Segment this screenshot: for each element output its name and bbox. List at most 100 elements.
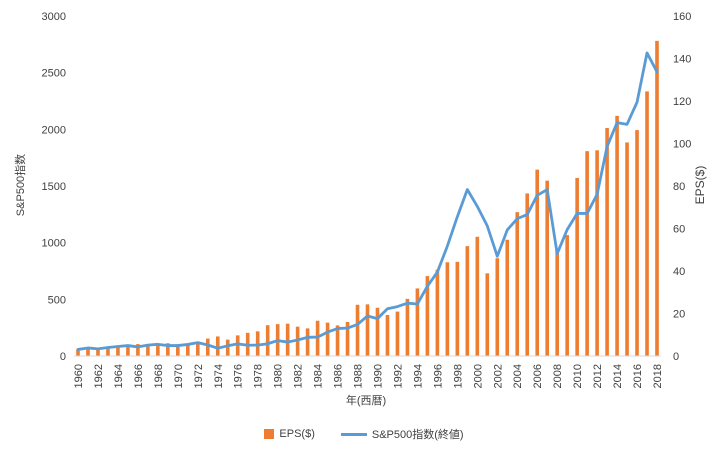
eps-bar (176, 344, 180, 356)
eps-bar (585, 151, 589, 356)
right-tick-label: 80 (673, 181, 685, 193)
x-tick-label: 1976 (233, 364, 245, 388)
eps-bar (335, 325, 340, 356)
legend-label-sp500: S&P500指数(終値) (371, 429, 464, 441)
eps-bar (445, 262, 450, 356)
eps-bar (265, 325, 270, 356)
eps-bar (425, 276, 430, 356)
x-tick-label: 1984 (313, 364, 325, 388)
eps-bar (365, 304, 370, 356)
eps-bar (355, 304, 360, 356)
x-tick-label: 2006 (532, 364, 544, 388)
x-tick-label: 1982 (293, 364, 305, 388)
eps-bar (395, 311, 400, 356)
eps-bar (385, 314, 390, 356)
eps-bar (495, 258, 500, 356)
eps-bar (455, 261, 460, 356)
x-axis-label: 年(西暦) (346, 393, 386, 407)
eps-bar (625, 142, 629, 356)
eps-bar (545, 180, 549, 356)
eps-bar (415, 288, 420, 356)
x-tick-label: 2016 (632, 364, 644, 388)
eps-bar (225, 339, 230, 356)
x-tick-label: 2004 (512, 364, 524, 388)
left-tick-label: 0 (60, 351, 66, 363)
eps-bar (405, 298, 410, 356)
eps-bar (86, 348, 90, 356)
eps-bar (285, 323, 290, 356)
x-tick-label: 1966 (133, 364, 145, 388)
x-tick-label: 1970 (173, 364, 185, 388)
eps-bar (515, 212, 520, 356)
eps-bar (166, 343, 170, 356)
eps-bar (605, 127, 609, 357)
eps-bar (205, 338, 210, 356)
right-tick-label: 40 (673, 266, 685, 278)
x-tick-label: 1996 (432, 364, 444, 388)
x-tick-label: 1974 (213, 364, 225, 388)
eps-bar (635, 130, 639, 356)
x-tick-label: 2018 (652, 364, 664, 388)
x-tick-label: 1986 (333, 364, 345, 388)
eps-bar (475, 236, 480, 356)
sp500-line-layer (76, 51, 659, 351)
eps-bar (106, 347, 110, 356)
x-tick-label: 1968 (153, 364, 165, 388)
eps-bar (525, 193, 530, 356)
eps-bar (195, 342, 200, 356)
eps-bar (435, 269, 440, 356)
eps-bar (146, 344, 150, 356)
eps-bar (535, 169, 540, 356)
left-tick-label: 2500 (42, 68, 66, 80)
eps-bar (126, 344, 130, 356)
x-tick-label: 2010 (572, 364, 584, 388)
x-tick-label: 1962 (93, 364, 105, 388)
x-tick-label: 2012 (592, 364, 604, 388)
eps-bar (565, 235, 569, 356)
eps-bar (505, 239, 510, 356)
eps-bar (255, 331, 260, 356)
x-tick-label: 2002 (492, 364, 504, 388)
eps-bar (615, 115, 619, 357)
right-tick-label: 160 (673, 11, 691, 23)
eps-bar (465, 246, 470, 356)
eps-bar (595, 150, 599, 356)
x-tick-label: 1990 (372, 364, 384, 388)
x-tick-label: 1972 (193, 364, 205, 388)
x-tick-label: 1978 (253, 364, 265, 388)
x-tick-label: 2000 (472, 364, 484, 388)
legend-item-eps: EPS($) (264, 428, 315, 440)
legend-swatch-eps (264, 429, 275, 439)
legend-label-eps: EPS($) (279, 428, 315, 440)
eps-bar (655, 40, 659, 357)
x-tick-label: 1994 (412, 364, 424, 388)
left-tick-label: 3000 (42, 11, 66, 23)
eps-bar (235, 335, 240, 356)
eps-bar (96, 347, 100, 356)
x-tick-label: 1998 (452, 364, 464, 388)
right-tick-label: 120 (673, 96, 691, 108)
eps-bars (76, 40, 659, 357)
eps-bar (305, 328, 310, 357)
sp500-line (76, 51, 659, 351)
right-tick-label: 60 (673, 224, 685, 236)
eps-bar (156, 343, 160, 356)
left-axis-ticks: 0 500 1000 1500 2000 2500 3000 (42, 11, 66, 363)
eps-bar (76, 349, 80, 356)
eps-bar (645, 91, 649, 356)
eps-bar (345, 322, 350, 356)
right-tick-label: 0 (673, 351, 679, 363)
eps-bar (116, 346, 120, 356)
right-tick-label: 20 (673, 309, 685, 321)
left-axis-label: S&P500指数 (13, 154, 27, 216)
eps-bar (375, 307, 380, 356)
left-tick-label: 1000 (42, 238, 66, 250)
eps-bar (555, 250, 559, 356)
x-tick-label: 2014 (612, 364, 624, 388)
x-tick-label: 2008 (552, 364, 564, 388)
x-tick-label: 1992 (392, 364, 404, 388)
right-axis-ticks: 0 20 40 60 80 100 120 140 160 (673, 11, 691, 363)
legend-swatch-sp500 (340, 432, 367, 436)
